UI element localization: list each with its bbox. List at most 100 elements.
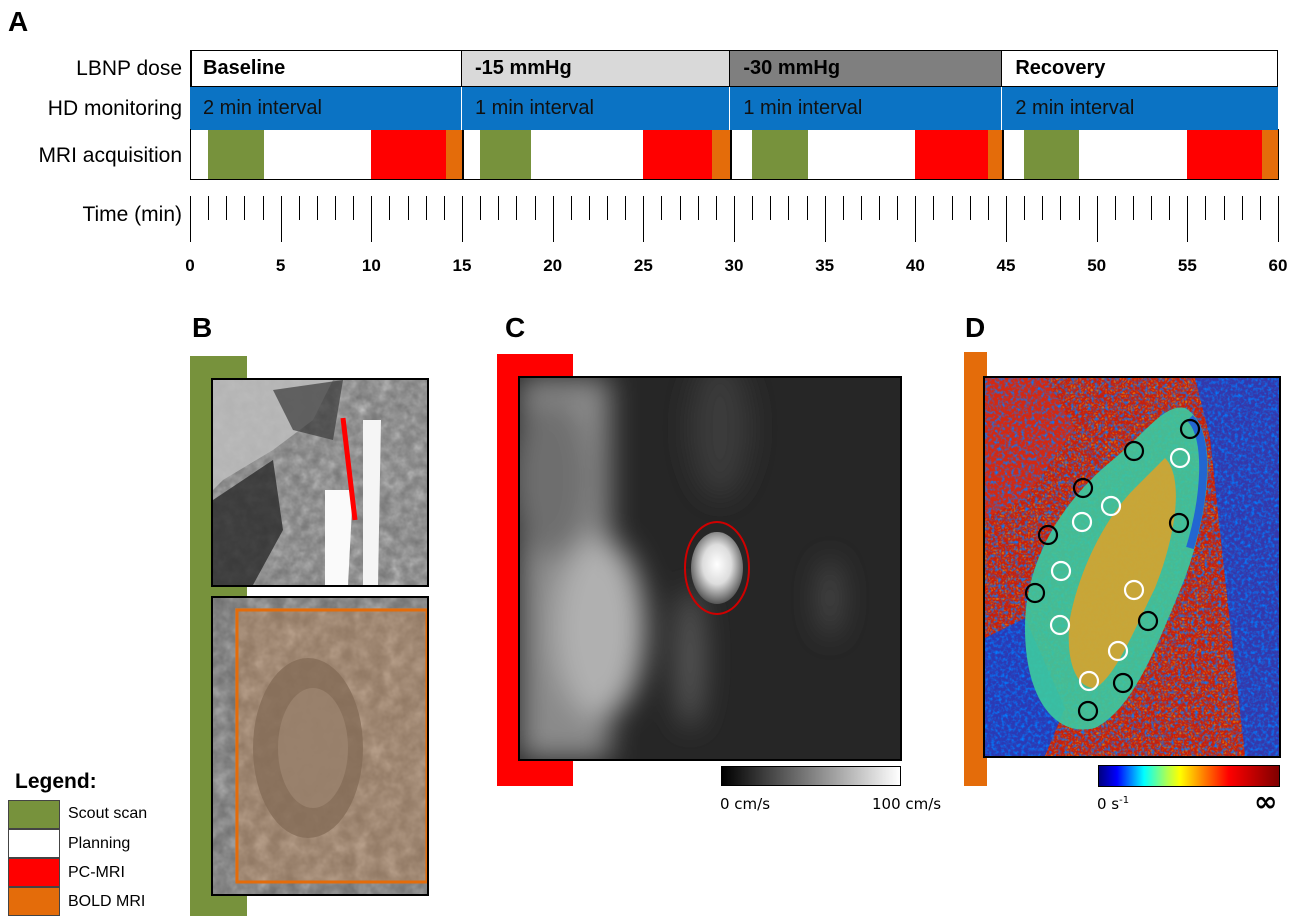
- time-tick-major: [643, 196, 645, 242]
- panel-letter-b: B: [192, 312, 213, 343]
- legend-swatch-planning: [8, 829, 60, 858]
- time-tick-label: 60: [1268, 256, 1288, 275]
- time-tick-minor: [1151, 196, 1153, 220]
- scout-image-kidney-graphic: [213, 598, 427, 894]
- time-tick-minor: [788, 196, 790, 220]
- mri-phase-separator: [1002, 130, 1004, 179]
- time-tick-label: 40: [905, 256, 925, 275]
- row-label-time: Time (min): [82, 203, 182, 226]
- mri-block-bold: [1261, 130, 1278, 179]
- hd-interval-cell: 1 min interval: [462, 87, 731, 130]
- time-tick-minor: [679, 196, 681, 220]
- row-label-mri: MRI acquisition: [38, 144, 182, 167]
- time-tick-minor: [1024, 196, 1026, 220]
- time-tick-minor: [661, 196, 663, 220]
- legend-label-pc: PC-MRI: [68, 864, 125, 881]
- time-tick-minor: [335, 196, 337, 220]
- colorbar-c-min-label: 0 cm/s: [720, 795, 771, 813]
- time-tick-minor: [607, 196, 609, 220]
- time-tick-minor: [498, 196, 500, 220]
- time-tick-label: 25: [633, 256, 653, 275]
- time-tick-minor: [806, 196, 808, 220]
- time-tick-major: [1278, 196, 1279, 242]
- hd-interval-cell: 2 min interval: [1002, 87, 1278, 130]
- time-tick-label: 10: [361, 256, 381, 275]
- time-tick-minor: [226, 196, 228, 220]
- time-tick-minor: [443, 196, 445, 220]
- time-tick-minor: [1223, 196, 1225, 220]
- mri-block-scout: [752, 130, 809, 179]
- time-tick-label: 5: [275, 256, 286, 275]
- legend-label-planning: Planning: [68, 835, 131, 852]
- time-tick-major: [552, 196, 554, 242]
- time-tick-major: [371, 196, 373, 242]
- time-tick-label: 20: [543, 256, 563, 275]
- hd-interval-cell: 2 min interval: [190, 87, 462, 130]
- legend-swatch-pc: [8, 858, 60, 887]
- time-tick-major: [462, 196, 463, 242]
- lbnp-dose-cell: -30 mmHg: [730, 50, 1003, 87]
- time-tick-minor: [1169, 196, 1171, 220]
- row-label-hd: HD monitoring: [47, 97, 182, 120]
- bold-map-image-graphic: [985, 378, 1279, 756]
- legend-title: Legend:: [15, 770, 97, 793]
- time-tick-label: 45: [996, 256, 1016, 275]
- time-tick-major: [824, 196, 826, 242]
- time-tick-minor: [407, 196, 409, 220]
- time-tick-minor: [353, 196, 355, 220]
- time-tick-minor: [697, 196, 699, 220]
- mri-block-pc: [915, 130, 988, 179]
- time-tick-minor: [879, 196, 881, 220]
- time-tick-label: 35: [815, 256, 835, 275]
- time-tick-label: 30: [724, 256, 744, 275]
- panel-letter-a: A: [8, 6, 29, 37]
- time-tick-minor: [389, 196, 391, 220]
- pc-mri-image-graphic: [520, 378, 900, 759]
- time-tick-minor: [1205, 196, 1207, 220]
- time-tick-major: [734, 196, 735, 242]
- time-tick-label: 55: [1177, 256, 1197, 275]
- time-tick-minor: [588, 196, 590, 220]
- time-tick-major: [190, 196, 191, 242]
- legend-swatch-bold: [8, 887, 60, 916]
- time-tick-major: [1187, 196, 1189, 242]
- mri-block-pc: [643, 130, 713, 179]
- mri-block-bold: [987, 130, 1003, 179]
- lbnp-dose-cell: Baseline: [190, 50, 462, 87]
- time-tick-minor: [208, 196, 210, 220]
- panel-letter-d: D: [965, 312, 986, 343]
- pc-mri-image: [518, 376, 902, 761]
- colorbar-d-min-label: 0 s-1: [1097, 795, 1129, 813]
- time-tick-minor: [516, 196, 518, 220]
- time-tick-minor: [860, 196, 862, 220]
- legend-swatch-scout: [8, 800, 60, 829]
- time-tick-minor: [897, 196, 899, 220]
- legend-label-bold: BOLD MRI: [68, 893, 146, 910]
- legend-label-scout: Scout scan: [68, 805, 148, 822]
- colorbar-d: [1098, 765, 1280, 787]
- colorbar-d-min-text: 0 s: [1097, 795, 1120, 813]
- mri-phase-separator: [462, 130, 464, 179]
- time-tick-minor: [1259, 196, 1261, 220]
- time-tick-major: [915, 196, 917, 242]
- colorbar-c: [721, 766, 901, 786]
- time-tick-minor: [1060, 196, 1062, 220]
- time-tick-minor: [1078, 196, 1080, 220]
- time-tick-label: 50: [1087, 256, 1107, 275]
- time-tick-minor: [316, 196, 318, 220]
- time-tick-minor: [262, 196, 264, 220]
- time-tick-minor: [625, 196, 627, 220]
- time-tick-minor: [752, 196, 754, 220]
- time-tick-minor: [1114, 196, 1116, 220]
- mri-block-scout: [208, 130, 265, 179]
- mri-block-bold: [445, 130, 462, 179]
- time-tick-label: 15: [452, 256, 472, 275]
- time-tick-minor: [570, 196, 572, 220]
- lbnp-dose-cell: Recovery: [1002, 50, 1278, 87]
- time-tick-major: [1096, 196, 1098, 242]
- time-tick-minor: [298, 196, 300, 220]
- time-tick-major: [280, 196, 282, 242]
- time-tick-minor: [770, 196, 772, 220]
- time-tick-minor: [480, 196, 482, 220]
- time-tick-label: 0: [185, 256, 195, 275]
